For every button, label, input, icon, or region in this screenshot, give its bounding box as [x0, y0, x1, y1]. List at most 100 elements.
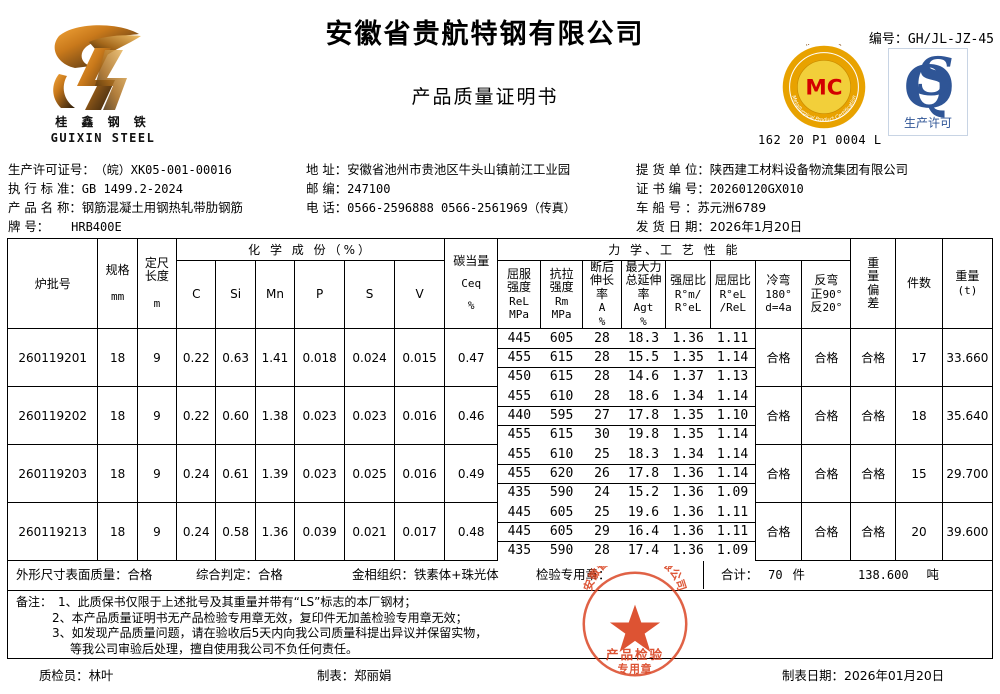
postcode-value: 247100 — [347, 182, 391, 196]
cell-mech-elong: 28 28 28 — [582, 329, 622, 387]
cell-p: 0.023 — [294, 386, 346, 446]
th-spec-unit: mm — [110, 290, 125, 304]
mech-sample-value: 18.3 — [621, 329, 666, 349]
th-ceq-label: 碳当量 — [453, 253, 490, 268]
cell-cold-bend: 合格 — [754, 502, 803, 562]
info-row-postcode: 邮 编：247100 — [306, 179, 636, 198]
cell-weight-dev: 合格 — [850, 328, 897, 388]
mech-sample-value: 1.11 — [710, 329, 755, 349]
mc-seal-code: 162 20 P1 0004 L — [758, 133, 882, 147]
mech-sample-value: 28 — [582, 348, 622, 368]
qs-production-license-mark: Q S 生产许可 — [888, 48, 968, 136]
cell-cold-bend: 合格 — [754, 386, 803, 446]
page-title: 安徽省贵航特钢有限公司 — [325, 19, 645, 50]
footer-date: 制表日期：2026年01月20日 — [782, 666, 944, 684]
document-number-label: 编号： — [868, 32, 908, 47]
cell-mn: 1.36 — [254, 502, 296, 562]
cell-mech-elong: 28 27 30 — [582, 387, 622, 445]
license-value: （皖）XK05-001-00016 — [94, 163, 232, 177]
info-block: 生产许可证号：（皖）XK05-001-00016 执 行 标 准：GB 1499… — [0, 160, 1000, 238]
info-row-certno: 证 书 编 号：20260120GX010 — [636, 179, 1000, 198]
cell-p: 0.018 — [294, 328, 346, 388]
cell-weight: 33.660 — [941, 328, 994, 388]
summary-metallo-value: 铁素体+珠光体 — [413, 567, 499, 583]
cell-mech-rel: 455 440 455 — [498, 387, 541, 445]
summary-metallography: 金相组织：铁素体+珠光体 — [352, 561, 499, 589]
date-value: 2026年01月20日 — [843, 668, 945, 684]
summary-overall-value: 合格 — [257, 567, 283, 583]
summary-total-pieces: 70 — [768, 568, 783, 583]
th-si: Si — [215, 259, 256, 330]
notes-line-2: 2、本产品质量证明书无产品检验专用章无效，复印件无加盖检验专用章无效； — [16, 611, 992, 627]
cell-length: 9 — [136, 328, 178, 388]
mech-sample-value: 14.6 — [627, 368, 660, 384]
cell-weight-dev: 合格 — [850, 386, 897, 446]
logo-chinese-name: 桂 鑫 钢 铁 — [55, 115, 151, 129]
cell-si: 0.58 — [215, 502, 256, 562]
mech-sample-value: 1.35 — [672, 426, 704, 442]
mech-sample-value: 620 — [540, 464, 583, 484]
cell-heat-no: 260119201 — [6, 328, 99, 388]
cell-v: 0.016 — [394, 444, 446, 504]
mech-sample-value: 1.09 — [716, 484, 749, 500]
footer-inspector: 质检员：林叶 — [39, 666, 113, 684]
mech-sample-value: 450 — [507, 368, 532, 384]
mech-sample-value: 455 — [498, 348, 541, 368]
th-p: P — [294, 259, 346, 330]
mech-sample-value: 18.3 — [621, 445, 666, 465]
mech-sample-value: 1.09 — [716, 542, 749, 558]
mech-sample-value: 1.36 — [665, 329, 711, 349]
guixin-logo-icon — [53, 25, 141, 110]
mech-sample-value: 1.36 — [672, 542, 704, 558]
cell-c: 0.24 — [176, 502, 217, 562]
mech-sample-value: 595 — [540, 406, 583, 426]
th-cold-bend: 冷弯 180° d=4a — [754, 259, 803, 330]
cell-ceq: 0.49 — [444, 444, 499, 504]
cell-mech-ratio-rel: 1.11 1.11 1.09 — [710, 503, 755, 561]
mech-sample-value: 615 — [549, 368, 574, 384]
th-rm: 抗拉 强度 Rm MPa — [539, 259, 584, 330]
summary-metallo-label: 金相组织： — [352, 567, 414, 583]
preparer-label: 制表： — [317, 668, 355, 684]
cell-weight: 29.700 — [941, 444, 994, 504]
cell-cold-bend: 合格 — [754, 328, 803, 388]
cell-pieces: 17 — [895, 328, 943, 388]
cell-v: 0.016 — [394, 386, 446, 446]
th-ratio-rel-rel: 屈屈比 R°eL/ReL — [709, 259, 756, 330]
cell-p: 0.039 — [294, 502, 346, 562]
cell-mech-ratio-rm: 1.34 1.35 1.35 — [665, 387, 711, 445]
notes-block: 备注： 1、此质保书仅限于上述批号及其重量并带有“LS”标志的本厂钢材； 2、本产… — [7, 591, 993, 660]
notes-item-4: 等我公司审验后处理，擅自使用我公司不负任何责任。 — [70, 641, 359, 656]
mech-sample-value: 610 — [540, 445, 583, 465]
table-group-header-row: 炉批号 规格 mm 定尺 长度 m 化 学 成 份（%） 碳当量 Ceq % 力 … — [6, 237, 994, 330]
cell-mech-rel: 445 445 435 — [498, 503, 541, 561]
mc-certification-seal-icon: 冶金产品认证 Metallurgical Product Certificati… — [782, 44, 866, 129]
mech-sample-value: 26 — [582, 464, 622, 484]
certificate-table: 炉批号 规格 mm 定尺 长度 m 化 学 成 份（%） 碳当量 Ceq % 力 … — [6, 237, 994, 562]
mech-sample-value: 610 — [540, 387, 583, 407]
cell-mech-agt: 18.3 17.8 15.2 — [621, 445, 666, 503]
table-body: 260119201 18 9 0.22 0.63 1.41 0.018 0.024 0.015 0… — [6, 328, 994, 562]
footer-preparer: 制表：郑丽娟 — [317, 666, 391, 684]
cell-pieces: 20 — [895, 502, 943, 562]
th-weight-dev: 重量偏差 — [850, 237, 897, 330]
mech-sample-value: 1.14 — [710, 387, 755, 407]
postcode-label: 邮 编： — [306, 181, 348, 196]
document-number-value: GH/JL-JZ-45 — [907, 32, 994, 47]
summary-total-weight: 138.600 — [858, 568, 909, 583]
cell-mech-elong: 25 26 24 — [582, 445, 622, 503]
cell-spec: 18 — [97, 502, 138, 562]
mech-sample-value: 455 — [507, 426, 532, 442]
info-row-address: 地 址：安徽省池州市贵池区牛头山镇前江工业园 — [306, 160, 636, 179]
cell-re-bend: 合格 — [801, 386, 852, 446]
cell-mech-rm: 610 620 590 — [540, 445, 583, 503]
cell-heat-no: 260119202 — [6, 386, 99, 446]
th-pieces: 件数 — [895, 237, 943, 330]
cell-mech-ratio-rm: 1.34 1.36 1.36 — [665, 445, 711, 503]
mech-sample-value: 17.8 — [621, 464, 666, 484]
mech-sample-value: 615 — [549, 426, 574, 442]
th-s: S — [344, 259, 396, 330]
th-elongation: 断后 伸长率 A% — [582, 259, 622, 330]
th-spec-label: 规格 — [105, 262, 130, 277]
notes-line-4: 等我公司审验后处理，擅自使用我公司不负任何责任。 — [16, 642, 992, 658]
